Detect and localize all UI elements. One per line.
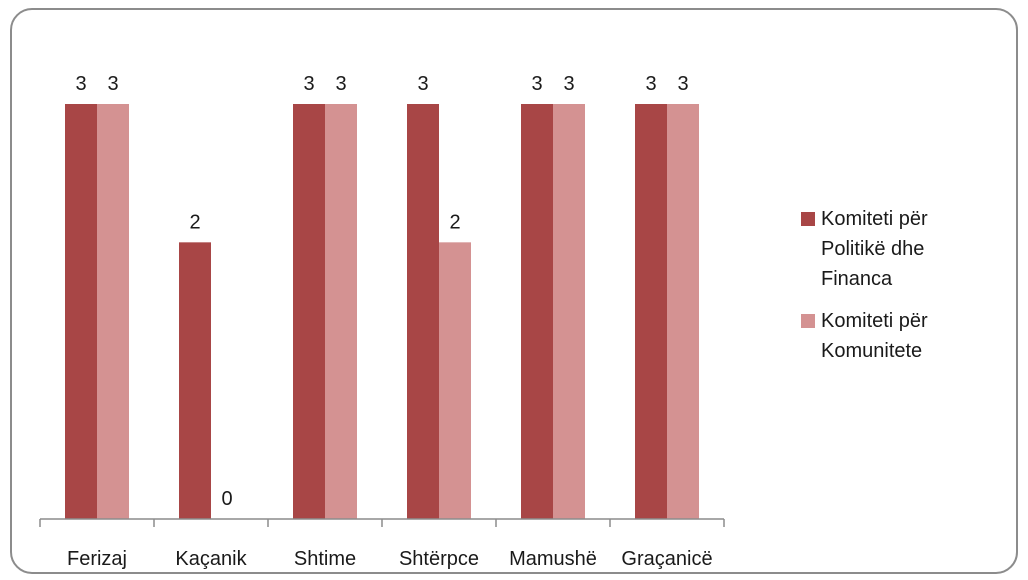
- bar-shtime-series-1: [293, 104, 325, 519]
- legend-item-series-2: Komiteti për Komunitete: [795, 306, 995, 366]
- data-label-kaçanik-series-2: 0: [221, 488, 232, 510]
- legend: Komiteti për Politikë dhe Financa Komite…: [795, 204, 995, 378]
- data-label-kaçanik-series-1: 2: [189, 211, 200, 233]
- data-label-ferizaj-series-2: 3: [107, 73, 118, 95]
- bar-mamushë-series-1: [521, 104, 553, 519]
- data-label-graçanicë-series-1: 3: [645, 73, 656, 95]
- legend-swatch-series-1: [801, 212, 815, 226]
- data-label-mamushë-series-2: 3: [563, 73, 574, 95]
- bar-mamushë-series-2: [553, 104, 585, 519]
- chart-frame: [10, 8, 1018, 574]
- x-tick-label-kaçanik: Kaçanik: [175, 548, 247, 570]
- x-tick-label-ferizaj: Ferizaj: [67, 548, 127, 570]
- x-tick-label-shtime: Shtime: [294, 548, 356, 570]
- data-label-mamushë-series-1: 3: [531, 73, 542, 95]
- x-tick-label-mamushë: Mamushë: [509, 548, 597, 570]
- legend-label-series-2: Komiteti për Komunitete: [821, 310, 928, 362]
- bar-shtime-series-2: [325, 104, 357, 519]
- bar-ferizaj-series-1: [65, 104, 97, 519]
- legend-swatch-series-2: [801, 314, 815, 328]
- bar-graçanicë-series-2: [667, 104, 699, 519]
- data-label-ferizaj-series-1: 3: [75, 73, 86, 95]
- data-label-graçanicë-series-2: 3: [677, 73, 688, 95]
- bar-shtërpce-series-2: [439, 242, 471, 520]
- bar-kaçanik-series-1: [179, 242, 211, 520]
- legend-label-series-1: Komiteti për Politikë dhe Financa: [821, 208, 928, 290]
- bar-shtërpce-series-1: [407, 104, 439, 519]
- x-axis: Ferizaj Kaçanik Shtime Shtërpce Mamushë Graça…: [39, 518, 725, 570]
- data-label-shtime-series-2: 3: [335, 73, 346, 95]
- x-tick-label-shtërpce: Shtërpce: [399, 548, 479, 570]
- bar-graçanicë-series-1: [635, 104, 667, 519]
- bar-ferizaj-series-2: [97, 104, 129, 519]
- data-label-shtërpce-series-2: 2: [449, 211, 460, 233]
- legend-item-series-1: Komiteti për Politikë dhe Financa: [795, 204, 995, 294]
- data-label-shtime-series-1: 3: [303, 73, 314, 95]
- data-label-shtërpce-series-1: 3: [417, 73, 428, 95]
- x-tick-label-graçanicë: Graçanicë: [621, 548, 712, 570]
- bars-group: [65, 104, 699, 520]
